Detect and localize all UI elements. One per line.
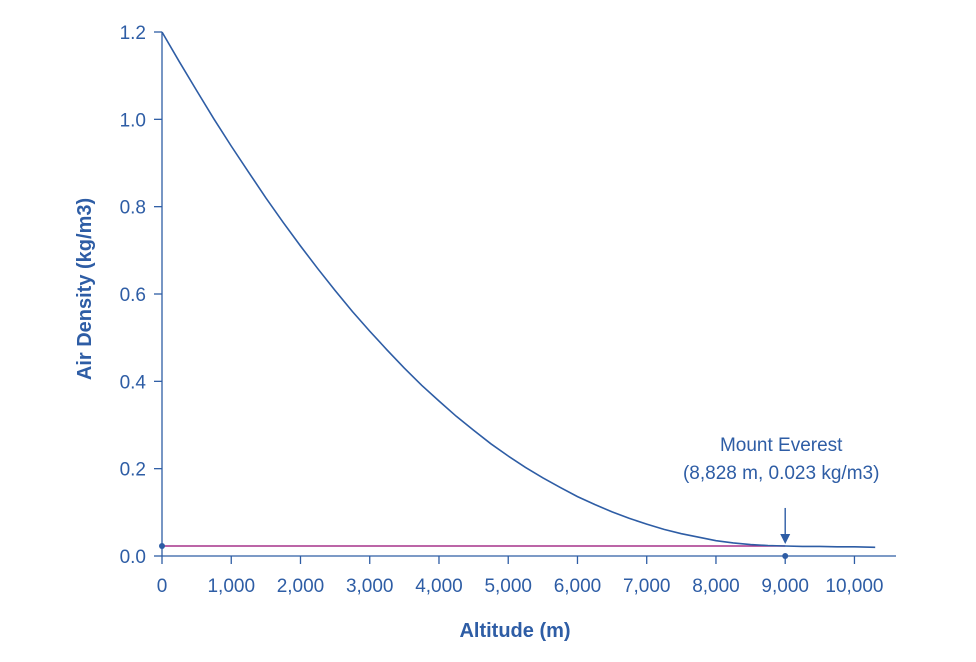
x-tick-label: 6,000 xyxy=(554,576,602,597)
x-tick-label: 8,000 xyxy=(692,576,740,597)
annotations xyxy=(780,507,791,544)
reference-start-point xyxy=(159,542,165,549)
x-tick-label: 3,000 xyxy=(346,576,394,597)
ticks: 0.0 0.2 0.4 0.6 0.8 1.0 1.2 0 1,000 2,000 3,000 4,0… xyxy=(120,23,884,597)
air-density-curve xyxy=(161,31,876,549)
x-tick-label: 0 xyxy=(157,576,168,597)
y-tick-label: 0.0 xyxy=(120,547,146,568)
series-layer xyxy=(159,31,876,559)
x-tick-label: 5,000 xyxy=(484,576,532,597)
y-tick-label: 0.4 xyxy=(120,372,147,393)
x-tick-label: 10,000 xyxy=(825,576,883,597)
y-tick-label: 0.6 xyxy=(120,285,146,306)
y-tick-label: 0.8 xyxy=(120,198,146,219)
x-axis-title: Altitude (m) xyxy=(459,620,570,642)
y-tick-label: 1.2 xyxy=(120,23,146,44)
x-tick-label: 2,000 xyxy=(277,576,325,597)
reference-axis-point xyxy=(782,553,789,559)
annotation-line-1: Mount Everest xyxy=(720,435,843,456)
x-tick-label: 1,000 xyxy=(207,576,255,597)
annotation-arrowhead xyxy=(780,533,791,544)
y-axis-title: Air Density (kg/m3) xyxy=(74,198,96,380)
x-tick-label: 9,000 xyxy=(761,576,809,597)
x-tick-label: 7,000 xyxy=(623,576,671,597)
annotation-line-2: (8,828 m, 0.023 kg/m3) xyxy=(683,463,879,484)
y-tick-label: 0.2 xyxy=(120,460,146,481)
x-tick-label: 4,000 xyxy=(415,576,463,597)
y-tick-label: 1.0 xyxy=(120,110,146,131)
